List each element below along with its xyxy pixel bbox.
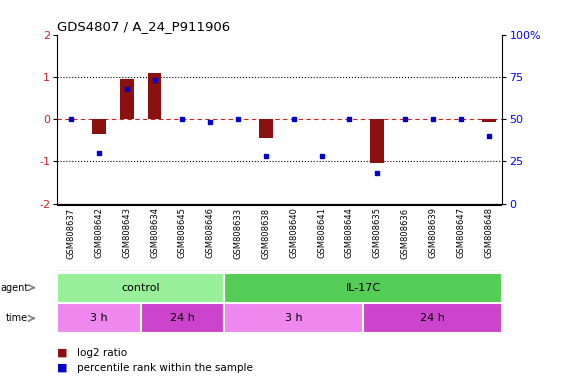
Bar [140, 303, 224, 333]
Text: GSM808647: GSM808647 [456, 207, 465, 258]
Bar [224, 303, 363, 333]
Text: GSM808634: GSM808634 [150, 207, 159, 258]
Text: GSM808642: GSM808642 [94, 207, 103, 258]
Bar [92, 119, 106, 134]
Text: GSM808644: GSM808644 [345, 207, 354, 258]
Text: GSM808633: GSM808633 [234, 207, 243, 258]
Text: 24 h: 24 h [420, 313, 445, 323]
Text: GSM808639: GSM808639 [428, 207, 437, 258]
Bar [259, 119, 273, 138]
Text: GSM808637: GSM808637 [66, 207, 75, 258]
Text: agent: agent [0, 283, 29, 293]
Text: GDS4807 / A_24_P911906: GDS4807 / A_24_P911906 [57, 20, 230, 33]
Text: ■: ■ [57, 363, 67, 373]
Bar [370, 119, 384, 164]
Text: log2 ratio: log2 ratio [77, 348, 127, 358]
Bar [57, 303, 140, 333]
Text: GSM808635: GSM808635 [373, 207, 382, 258]
Text: time: time [6, 313, 29, 323]
Text: control: control [121, 283, 160, 293]
Text: GSM808641: GSM808641 [317, 207, 326, 258]
Bar [224, 273, 502, 303]
Text: ■: ■ [57, 348, 67, 358]
Text: 3 h: 3 h [285, 313, 303, 323]
Bar [147, 73, 162, 119]
Text: GSM808636: GSM808636 [400, 207, 409, 258]
Text: GSM808646: GSM808646 [206, 207, 215, 258]
Bar [481, 119, 496, 122]
Text: GSM808638: GSM808638 [262, 207, 271, 258]
Text: 3 h: 3 h [90, 313, 108, 323]
Text: GSM808643: GSM808643 [122, 207, 131, 258]
Bar [57, 273, 224, 303]
Text: GSM808640: GSM808640 [289, 207, 298, 258]
Text: IL-17C: IL-17C [345, 283, 381, 293]
Text: GSM808645: GSM808645 [178, 207, 187, 258]
Bar [363, 303, 502, 333]
Text: GSM808648: GSM808648 [484, 207, 493, 258]
Text: 24 h: 24 h [170, 313, 195, 323]
Bar [120, 79, 134, 119]
Text: percentile rank within the sample: percentile rank within the sample [77, 363, 253, 373]
